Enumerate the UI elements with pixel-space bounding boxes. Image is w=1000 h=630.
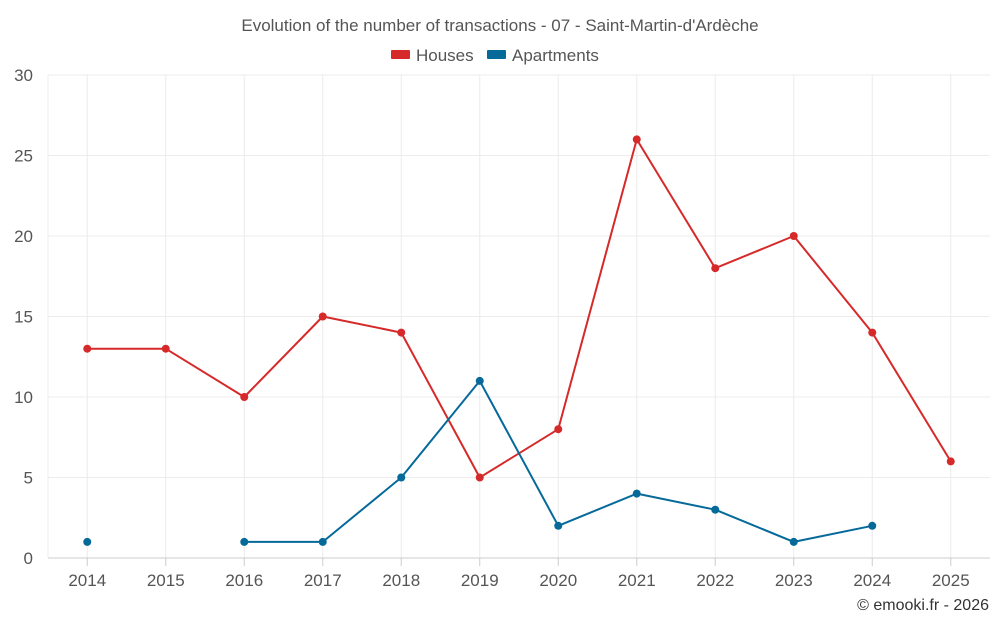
legend-label-houses: Houses [416, 46, 474, 65]
data-point-apartments[interactable] [397, 473, 406, 482]
x-tick-label: 2017 [304, 571, 342, 590]
y-tick-label: 0 [24, 549, 33, 568]
x-tick-label: 2020 [539, 571, 577, 590]
legend-swatch-houses [391, 50, 410, 59]
data-point-apartments[interactable] [240, 537, 249, 546]
chart-credit: © emooki.fr - 2026 [857, 597, 989, 614]
data-point-apartments[interactable] [868, 521, 877, 530]
x-tick-label: 2022 [696, 571, 734, 590]
data-point-houses[interactable] [632, 135, 641, 144]
legend-label-apartments: Apartments [512, 46, 599, 65]
y-tick-label: 30 [14, 66, 33, 85]
legend-item-apartments[interactable]: Apartments [487, 46, 599, 65]
y-tick-label: 20 [14, 227, 33, 246]
x-tick-label: 2015 [147, 571, 185, 590]
legend-item-houses[interactable]: Houses [391, 46, 474, 65]
data-point-houses[interactable] [318, 312, 327, 321]
y-tick-label: 25 [14, 147, 33, 166]
data-point-houses[interactable] [946, 457, 955, 466]
legend: Houses Apartments [391, 46, 599, 65]
series [83, 135, 955, 546]
data-point-houses[interactable] [868, 328, 877, 337]
data-point-houses[interactable] [240, 393, 249, 401]
data-point-houses[interactable] [789, 232, 798, 240]
data-point-houses[interactable] [554, 425, 563, 434]
x-tick-label: 2023 [775, 571, 813, 590]
data-point-apartments[interactable] [789, 537, 798, 546]
data-point-apartments[interactable] [318, 537, 327, 546]
data-point-houses[interactable] [711, 264, 720, 273]
data-point-apartments[interactable] [475, 376, 484, 385]
data-point-houses[interactable] [475, 473, 484, 482]
data-point-apartments[interactable] [632, 489, 641, 498]
y-tick-label: 10 [14, 388, 33, 407]
x-tick-label: 2018 [382, 571, 420, 590]
data-point-houses[interactable] [83, 344, 92, 353]
x-tick-label: 2021 [618, 571, 656, 590]
data-point-apartments[interactable] [83, 537, 92, 546]
x-tick-label: 2024 [853, 571, 891, 590]
y-tick-label: 15 [14, 308, 33, 327]
legend-swatch-apartments [487, 50, 506, 59]
chart-title: Evolution of the number of transactions … [241, 16, 758, 35]
x-tick-label: 2025 [932, 571, 970, 590]
grid [47, 74, 990, 558]
data-point-apartments[interactable] [554, 521, 563, 530]
x-tick-label: 2014 [68, 571, 106, 590]
x-tick-label: 2016 [225, 571, 263, 590]
data-point-apartments[interactable] [711, 505, 720, 514]
data-point-houses[interactable] [397, 328, 406, 337]
y-tick-label: 5 [24, 469, 33, 488]
x-tick-label: 2019 [461, 571, 499, 590]
series-line-houses [87, 138, 952, 479]
data-point-houses[interactable] [161, 344, 170, 353]
